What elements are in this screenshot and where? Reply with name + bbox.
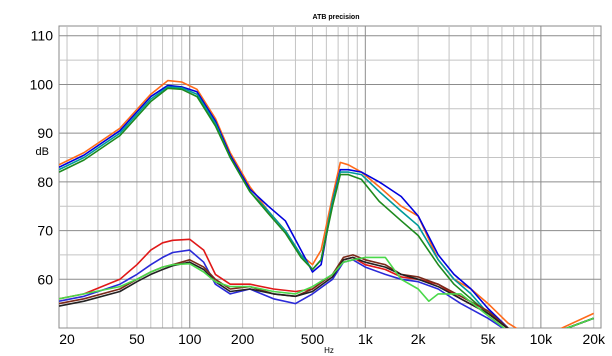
x-tick-label: 5k [481, 331, 497, 347]
y-axis-label: dB [36, 146, 49, 158]
tick-labels: 60 70 80 90 100 110 20 50 100 200 500 1k 2k 5k 10k 20k [30, 28, 606, 347]
x-tick-label: 500 [301, 331, 325, 347]
y-tick-label: 100 [30, 76, 54, 92]
x-tick-label: 100 [178, 331, 202, 347]
series-line-4 [59, 87, 594, 328]
series-line-9 [59, 256, 594, 328]
x-tick-label: 20 [59, 331, 75, 347]
x-tick-label: 10k [530, 331, 554, 347]
y-tick-label: 110 [31, 28, 54, 44]
x-tick-label: 20k [582, 331, 606, 347]
x-axis-label: Hz [324, 346, 334, 355]
chart-title: ATB precision [313, 14, 360, 21]
y-tick-label: 90 [37, 125, 53, 141]
y-tick-label: 60 [37, 271, 53, 287]
series-line-8 [59, 256, 594, 328]
x-tick-label: 1k [358, 331, 374, 347]
x-tick-label: 200 [231, 331, 255, 347]
x-tick-label: 2k [411, 331, 427, 347]
data-series [59, 79, 595, 328]
plot-area [58, 25, 602, 329]
y-tick-label: 80 [37, 174, 53, 190]
x-tick-label: 50 [129, 331, 145, 347]
y-tick-label: 70 [37, 223, 53, 239]
series-line-6 [59, 249, 594, 328]
